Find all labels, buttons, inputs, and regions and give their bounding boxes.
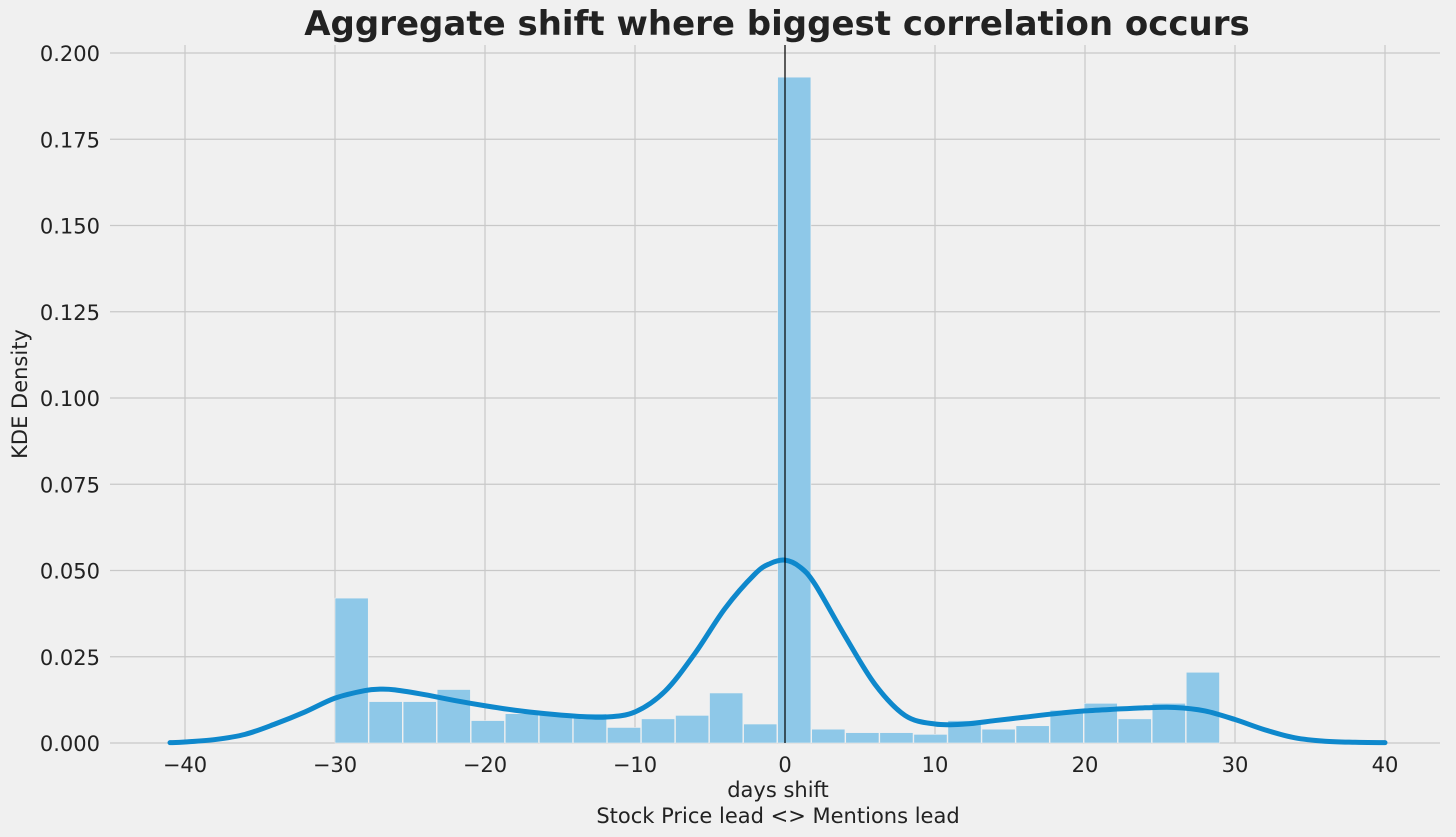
histogram-bar-20 [1015, 725, 1050, 744]
histogram-bar-19 [981, 728, 1016, 744]
x-tick-label-4: 0 [778, 753, 791, 777]
x-tick-label-5: 10 [922, 753, 949, 777]
y-tick-label-2: 0.050 [40, 560, 100, 584]
y-tick-label-1: 0.025 [40, 646, 100, 670]
chart-title: Aggregate shift where biggest correlatio… [304, 4, 1250, 44]
x-axis-label: days shift [727, 778, 829, 802]
histogram-bar-10 [675, 715, 710, 744]
histogram-bar-12 [743, 723, 778, 744]
y-tick-label-7: 0.175 [40, 128, 100, 152]
x-tick-label-2: −20 [463, 753, 507, 777]
x-tick-label-7: 30 [1222, 753, 1249, 777]
y-tick-label-8: 0.200 [40, 42, 100, 66]
histogram-bar-16 [879, 732, 914, 744]
histogram-bar-1 [368, 701, 403, 744]
kde-curve [167, 557, 1388, 746]
histogram-bar-8 [607, 727, 641, 744]
x-tick-label-0: −40 [163, 753, 207, 777]
histogram-bar-0 [334, 597, 369, 744]
y-tick-label-3: 0.075 [40, 473, 100, 497]
x-tick-label-3: −10 [613, 753, 657, 777]
histogram-bar-17 [913, 734, 948, 744]
histogram-bar-9 [641, 718, 676, 744]
histogram-bar-5 [504, 713, 539, 744]
x-tick-labels: −40 −30 −20 −10 0 10 20 30 40 [163, 753, 1399, 777]
y-tick-label-5: 0.125 [40, 301, 100, 325]
x-tick-label-8: 40 [1372, 753, 1399, 777]
x-axis-sublabel: Stock Price lead <> Mentions lead [596, 804, 959, 828]
y-tick-label-0: 0.000 [40, 732, 100, 756]
y-tick-label-4: 0.100 [40, 387, 100, 411]
histogram-bar-6 [538, 713, 573, 744]
histogram-bar-13 [777, 76, 812, 744]
y-axis-label: KDE Density [8, 329, 32, 459]
y-tick-label-6: 0.150 [40, 215, 100, 239]
histogram-bar-15 [845, 732, 880, 744]
histogram-bar-4 [470, 720, 505, 744]
x-tick-label-6: 20 [1072, 753, 1099, 777]
histogram-bar-23 [1117, 718, 1152, 744]
y-tick-labels: 0.000 0.025 0.050 0.075 0.100 0.125 0.150 0.175… [40, 42, 100, 756]
histogram-bar-2 [402, 701, 437, 744]
x-tick-label-1: −30 [313, 753, 357, 777]
kde-line [167, 557, 1388, 746]
histogram-bar-11 [709, 692, 744, 744]
histogram-bar-14 [811, 728, 846, 744]
